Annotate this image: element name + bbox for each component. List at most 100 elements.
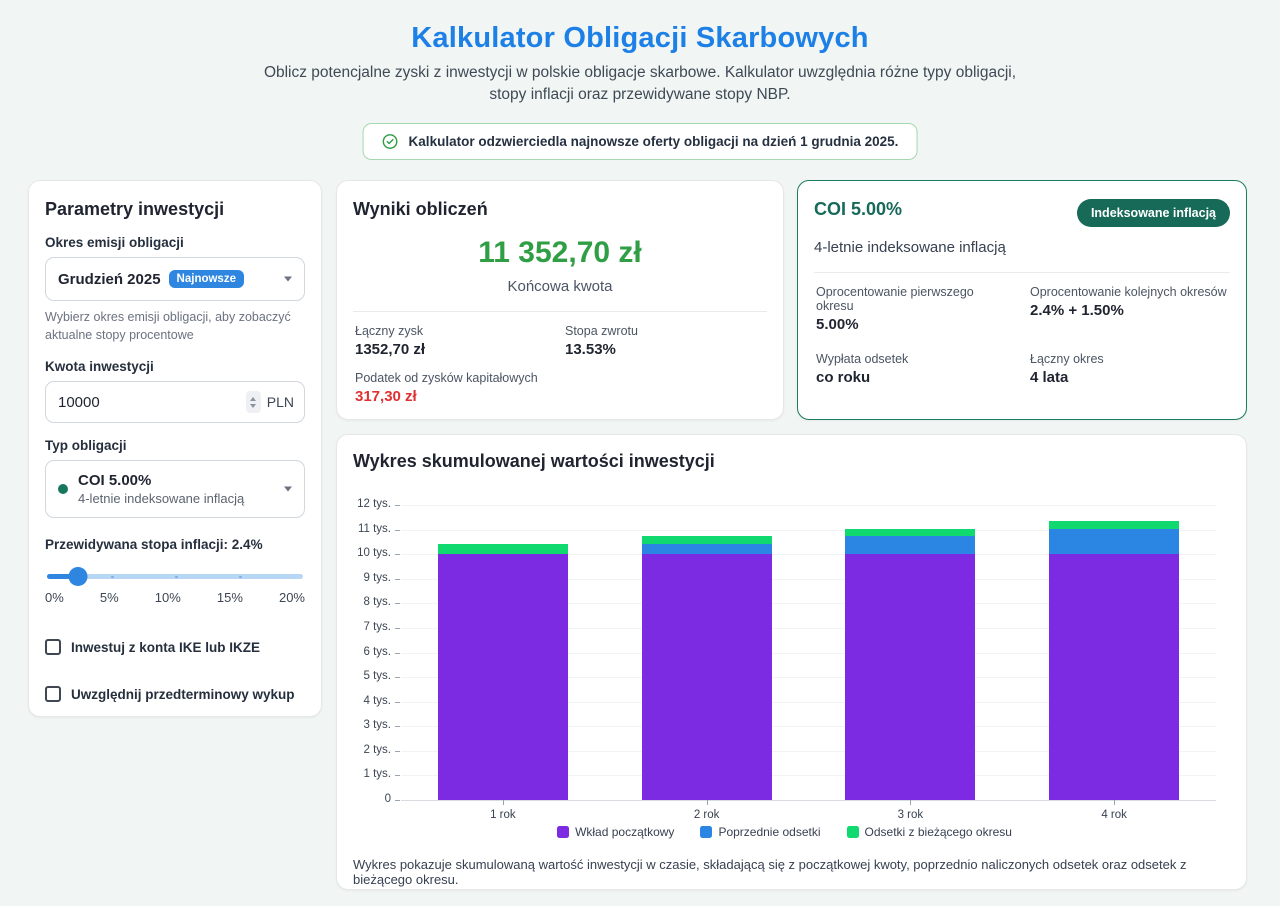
- issue-period-value: Grudzień 2025: [58, 271, 161, 288]
- bond-type-label: Typ obligacji: [45, 438, 305, 453]
- page-subtitle: Oblicz potencjalne zyski z inwestycji w …: [255, 62, 1025, 107]
- y-tick: [395, 702, 400, 703]
- y-tick-label: 4 tys.: [353, 695, 391, 707]
- y-tick-label: 7 tys.: [353, 621, 391, 633]
- bar-segment-wk-ad-pocz-tkowy[interactable]: [1049, 554, 1179, 800]
- legend-swatch-icon: [847, 826, 859, 838]
- bar-segment-odsetki-z-bie-cego-okresu[interactable]: [1049, 521, 1179, 529]
- checkbox-icon[interactable]: [45, 686, 61, 702]
- bar-segment-poprzednie-odsetki[interactable]: [845, 536, 975, 554]
- bond-info-panel: COI 5.00% Indeksowane inflacją 4-letnie …: [797, 180, 1247, 420]
- total-profit-stat: Łączny zysk 1352,70 zł: [355, 324, 555, 358]
- y-tick-label: 0: [353, 793, 391, 805]
- slider-tick-dot: [239, 576, 242, 579]
- divider: [814, 272, 1230, 273]
- parameters-heading: Parametry inwestycji: [45, 199, 305, 220]
- y-tick-label: 10 tys.: [353, 547, 391, 559]
- stepper-down-icon: [250, 404, 256, 408]
- return-rate-stat: Stopa zwrotu 13.53%: [565, 324, 765, 358]
- slider-tick-dot: [111, 576, 114, 579]
- final-amount-label: Końcowa kwota: [353, 278, 767, 295]
- chevron-down-icon: [284, 487, 292, 492]
- amount-inputbox: PLN: [45, 381, 305, 423]
- checkbox-icon[interactable]: [45, 639, 61, 655]
- amount-input[interactable]: [58, 394, 240, 411]
- tax-label: Podatek od zysków kapitałowych: [355, 371, 555, 385]
- bond-type-value: COI 5.00%: [78, 472, 244, 491]
- y-tick: [395, 603, 400, 604]
- bar-segment-wk-ad-pocz-tkowy[interactable]: [845, 554, 975, 800]
- y-tick-label: 12 tys.: [353, 498, 391, 510]
- bar-segment-poprzednie-odsetki[interactable]: [642, 544, 772, 554]
- slider-scale-label: 20%: [279, 590, 305, 605]
- inflation-slider[interactable]: [47, 566, 303, 586]
- offer-date-banner: Kalkulator odzwierciedla najnowsze ofert…: [363, 123, 918, 160]
- issue-period-select[interactable]: Grudzień 2025 Najnowsze: [45, 257, 305, 301]
- x-tick: [1114, 800, 1115, 805]
- bond-dot-icon: [58, 484, 68, 494]
- y-tick: [395, 775, 400, 776]
- bar-segment-wk-ad-pocz-tkowy[interactable]: [642, 554, 772, 800]
- total-period: Łączny okres 4 lata: [1030, 352, 1228, 386]
- return-rate-value: 13.53%: [565, 341, 765, 358]
- next-periods-rate-label: Oprocentowanie kolejnych okresów: [1030, 285, 1228, 299]
- chart-panel: Wykres skumulowanej wartości inwestycji …: [336, 434, 1247, 890]
- legend-label: Odsetki z bieżącego okresu: [865, 825, 1012, 839]
- next-periods-rate: Oprocentowanie kolejnych okresów 2.4% + …: [1030, 285, 1228, 333]
- y-tick-label: 3 tys.: [353, 719, 391, 731]
- interest-payout-label: Wypłata odsetek: [816, 352, 1014, 366]
- bond-card-subtitle: 4-letnie indeksowane inflacją: [814, 239, 1230, 256]
- ike-ikze-checkbox-row[interactable]: Inwestuj z konta IKE lub IKZE: [45, 639, 305, 655]
- results-panel: Wyniki obliczeń 11 352,70 zł Końcowa kwo…: [336, 180, 784, 420]
- bar-segment-poprzednie-odsetki[interactable]: [1049, 529, 1179, 554]
- inflation-indexed-badge: Indeksowane inflacją: [1077, 199, 1230, 227]
- slider-scale-label: 5%: [100, 590, 119, 605]
- issue-period-helper: Wybierz okres emisji obligacji, aby zoba…: [45, 308, 305, 344]
- y-tick-label: 2 tys.: [353, 744, 391, 756]
- page-root: Kalkulator Obligacji Skarbowych Oblicz p…: [0, 0, 1280, 906]
- early-redemption-checkbox-row[interactable]: Uwzględnij przedterminowy wykup: [45, 686, 305, 702]
- total-profit-value: 1352,70 zł: [355, 341, 555, 358]
- y-tick-label: 1 tys.: [353, 768, 391, 780]
- x-axis-label: 4 rok: [1069, 809, 1159, 821]
- newest-badge: Najnowsze: [169, 270, 244, 288]
- x-axis-label: 2 rok: [662, 809, 752, 821]
- amount-label: Kwota inwestycji: [45, 359, 305, 374]
- x-tick: [707, 800, 708, 805]
- slider-scale: 0% 5% 10% 15% 20%: [45, 590, 305, 605]
- y-tick: [395, 751, 400, 752]
- parameters-panel: Parametry inwestycji Okres emisji obliga…: [28, 180, 322, 717]
- y-tick: [395, 653, 400, 654]
- y-tick-label: 9 tys.: [353, 572, 391, 584]
- check-circle-icon: [382, 133, 399, 150]
- x-axis-label: 1 rok: [458, 809, 548, 821]
- y-tick-label: 11 tys.: [353, 523, 391, 535]
- stepper-up-icon: [250, 397, 256, 401]
- issue-period-label: Okres emisji obligacji: [45, 235, 305, 250]
- y-gridline: [401, 800, 1216, 801]
- y-tick: [395, 628, 400, 629]
- x-tick: [910, 800, 911, 805]
- y-tick: [395, 726, 400, 727]
- bar-segment-odsetki-z-bie-cego-okresu[interactable]: [642, 536, 772, 544]
- final-amount: 11 352,70 zł: [353, 236, 767, 270]
- bar-segment-odsetki-z-bie-cego-okresu[interactable]: [845, 529, 975, 537]
- slider-scale-label: 15%: [217, 590, 243, 605]
- legend-item: Poprzednie odsetki: [700, 825, 820, 839]
- early-redemption-label: Uwzględnij przedterminowy wykup: [71, 687, 295, 702]
- x-tick: [503, 800, 504, 805]
- first-period-rate: Oprocentowanie pierwszego okresu 5.00%: [816, 285, 1014, 333]
- bar-segment-wk-ad-pocz-tkowy[interactable]: [438, 554, 568, 800]
- y-tick: [395, 579, 400, 580]
- legend-swatch-icon: [557, 826, 569, 838]
- total-period-value: 4 lata: [1030, 369, 1228, 386]
- bond-type-select[interactable]: COI 5.00% 4-letnie indeksowane inflacją: [45, 460, 305, 518]
- bar-segment-odsetki-z-bie-cego-okresu[interactable]: [438, 544, 568, 554]
- legend-label: Poprzednie odsetki: [718, 825, 820, 839]
- legend-item: Wkład początkowy: [557, 825, 674, 839]
- chart-footnote: Wykres pokazuje skumulowaną wartość inwe…: [353, 857, 1233, 887]
- y-tick: [395, 505, 400, 506]
- amount-stepper[interactable]: [246, 391, 261, 413]
- slider-thumb[interactable]: [68, 567, 87, 586]
- y-tick: [395, 530, 400, 531]
